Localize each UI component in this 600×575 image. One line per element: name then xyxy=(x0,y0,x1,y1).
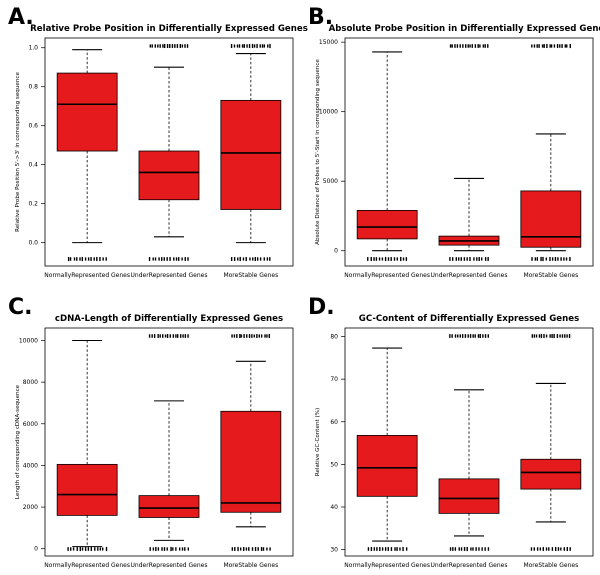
y-tick-label: 15000 xyxy=(319,39,338,46)
panel-letter: B. xyxy=(308,5,333,30)
y-tick-label: 8000 xyxy=(23,379,38,386)
box-iqr xyxy=(520,458,582,490)
x-tick-label: UnderRepresented Genes xyxy=(431,272,508,279)
box-iqr xyxy=(220,410,282,513)
rug-low xyxy=(449,546,490,552)
rug-low xyxy=(449,256,489,262)
x-tick-label: UnderRepresented Genes xyxy=(131,562,208,569)
x-tick-label: MoreStable Genes xyxy=(223,562,278,569)
panel-a: A.Relative Probe Position in Differentia… xyxy=(8,5,308,279)
box-iqr xyxy=(138,150,200,201)
plot-frame xyxy=(44,327,294,557)
rug-low xyxy=(367,256,408,262)
box-iqr xyxy=(520,190,582,248)
box-iqr xyxy=(138,495,200,518)
rug-low xyxy=(67,546,108,552)
y-tick-label: 30 xyxy=(330,547,338,554)
y-tick-label: 4000 xyxy=(23,462,38,469)
rug-low xyxy=(230,256,271,262)
chart-title: Absolute Probe Position in Differentiall… xyxy=(329,24,600,34)
rug-low xyxy=(530,546,571,552)
box-underrepresented-genes xyxy=(438,333,500,552)
x-tick-label: NormallyRepresented Genes xyxy=(344,562,430,569)
y-tick-label: 6000 xyxy=(23,421,38,428)
chart-title: GC-Content of Differentially Expressed G… xyxy=(359,314,579,324)
box-iqr xyxy=(356,209,418,240)
x-tick-label: NormallyRepresented Genes xyxy=(44,562,130,569)
y-tick-label: 10000 xyxy=(319,109,338,116)
box-normallyrepresented-genes xyxy=(56,339,118,552)
y-tick-label: 50 xyxy=(330,461,338,468)
y-tick-label: 0.8 xyxy=(28,84,38,91)
plot-frame xyxy=(44,37,294,267)
plot-frame xyxy=(344,37,594,267)
outliers-high xyxy=(148,333,189,339)
y-tick-label: 70 xyxy=(330,376,338,383)
y-tick-label: 0.4 xyxy=(28,162,38,169)
x-tick-label: MoreStable Genes xyxy=(523,272,578,279)
y-axis-label: Absolute Distance of Probes to 5'-Start … xyxy=(315,59,321,245)
outliers-high xyxy=(531,43,571,49)
y-axis-label: Relative Probe Position 5'->3' in corres… xyxy=(15,72,21,232)
box-iqr xyxy=(356,434,418,497)
y-tick-label: 0.6 xyxy=(28,123,38,130)
rug-low xyxy=(67,256,107,262)
y-tick-label: 0 xyxy=(334,248,338,255)
x-tick-label: MoreStable Genes xyxy=(223,272,278,279)
chart-title: Relative Probe Position in Differentiall… xyxy=(30,24,308,34)
y-tick-label: 0.0 xyxy=(28,240,38,247)
y-tick-label: 1.0 xyxy=(28,45,38,52)
box-iqr xyxy=(220,99,282,210)
rug-low xyxy=(149,546,189,552)
chart-title: cDNA-Length of Differentially Expressed … xyxy=(55,314,283,324)
box-iqr xyxy=(56,72,118,152)
x-tick-label: NormallyRepresented Genes xyxy=(344,272,430,279)
y-axis-label: Length of corresponding cDNA-sequence xyxy=(15,384,21,499)
y-tick-label: 0 xyxy=(34,546,38,553)
x-tick-label: UnderRepresented Genes xyxy=(431,562,508,569)
y-tick-label: 5000 xyxy=(323,178,338,185)
box-normallyrepresented-genes xyxy=(356,347,418,552)
y-tick-label: 80 xyxy=(330,334,338,341)
panel-letter: A. xyxy=(8,5,34,30)
outliers-high xyxy=(231,333,271,339)
rug-low xyxy=(531,256,571,262)
rug-low xyxy=(367,546,408,552)
y-tick-label: 0.2 xyxy=(28,201,38,208)
box-normallyrepresented-genes xyxy=(356,51,418,262)
outliers-high xyxy=(449,333,489,339)
box-normallyrepresented-genes xyxy=(56,49,118,262)
y-axis-label: Relative GC-Content (%) xyxy=(315,408,321,476)
box-underrepresented-genes xyxy=(138,43,200,261)
box-morestable-genes xyxy=(520,43,582,262)
y-tick-label: 10000 xyxy=(19,337,38,344)
box-morestable-genes xyxy=(220,333,282,552)
box-underrepresented-genes xyxy=(138,333,200,552)
panel-letter: D. xyxy=(308,295,335,320)
box-iqr xyxy=(56,463,118,516)
box-morestable-genes xyxy=(520,333,582,552)
outliers-high xyxy=(531,333,571,339)
box-iqr xyxy=(438,478,500,514)
box-morestable-genes xyxy=(220,43,282,262)
outliers-high xyxy=(449,44,489,48)
y-tick-label: 40 xyxy=(330,504,338,511)
panel-c: C. cDNA-Length of Differentially Expresse… xyxy=(8,295,294,569)
plot-frame xyxy=(344,327,594,557)
rug-low xyxy=(231,546,271,552)
y-tick-label: 60 xyxy=(330,419,338,426)
x-tick-label: UnderRepresented Genes xyxy=(131,272,208,279)
x-tick-label: NormallyRepresented Genes xyxy=(44,272,130,279)
panel-letter: C. xyxy=(8,295,33,320)
box-underrepresented-genes xyxy=(438,44,500,262)
y-tick-label: 2000 xyxy=(23,504,38,511)
x-tick-label: MoreStable Genes xyxy=(523,562,578,569)
panel-b: B.Absolute Probe Position in Differentia… xyxy=(308,5,600,279)
outliers-high xyxy=(149,43,189,49)
panel-d: D. GC-Content of Differentially Expressed… xyxy=(308,295,594,569)
outliers-high xyxy=(230,43,271,49)
rug-low xyxy=(148,257,189,261)
